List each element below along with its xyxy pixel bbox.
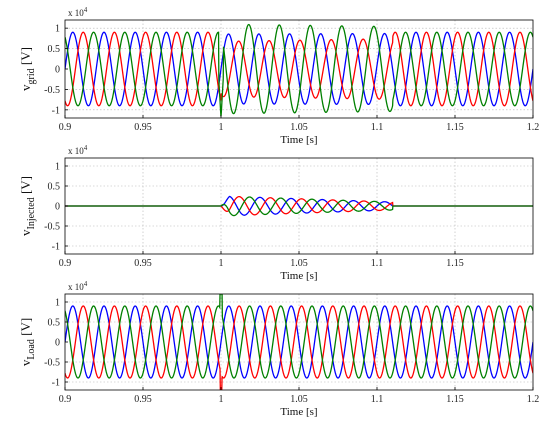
chart-injected: 0.9 0.95 1 1.05 1.1 1.15 1 0.5 0 -0.5 -1 x 104 Time … — [18, 144, 534, 282]
x-axis-label: Time [s] — [280, 406, 317, 418]
x-tick-label: 1.15 — [446, 258, 464, 269]
series-phase-1 — [65, 31, 533, 107]
x-tick-label: 0.95 — [134, 122, 152, 133]
y-tick-label: 0 — [55, 65, 60, 76]
traces — [65, 294, 533, 390]
y-tick-label: -1 — [52, 242, 60, 253]
x-tick-label: 1 — [219, 258, 224, 269]
x-tick-label: 1.05 — [290, 394, 308, 405]
x-tick-label: 1 — [219, 394, 224, 405]
y-axis-label: vInjected [V] — [18, 176, 37, 236]
y-tick-label: 0.5 — [48, 182, 61, 193]
y-multiplier: x 104 — [68, 144, 88, 156]
y-tick-label: -1 — [52, 378, 60, 389]
x-tick-label: 0.9 — [59, 122, 72, 133]
x-tick-label: 1.2 — [527, 122, 540, 133]
x-tick-label: 0.9 — [59, 394, 72, 405]
y-tick-label: 1 — [55, 298, 60, 309]
y-tick-label: 0.5 — [48, 44, 61, 55]
y-tick-label: 0.5 — [48, 318, 61, 329]
y-tick-label: 0 — [55, 338, 60, 349]
y-multiplier: x 104 — [68, 280, 88, 292]
y-tick-label: 1 — [55, 162, 60, 173]
y-tick-label: -0.5 — [44, 85, 60, 96]
y-axis-label: vgrid [V] — [18, 47, 37, 91]
series-phase-2 — [65, 31, 533, 107]
series-phase-3 — [65, 23, 533, 117]
x-tick-label: 1.05 — [290, 258, 308, 269]
x-tick-label: 1.15 — [446, 122, 464, 133]
y-tick-label: -0.5 — [44, 358, 60, 369]
x-tick-label: 0.9 — [59, 258, 72, 269]
x-tick-label: 1.2 — [527, 394, 540, 405]
series-phase-3 — [65, 196, 533, 217]
x-tick-label: 1.05 — [290, 122, 308, 133]
series-phase-3 — [65, 294, 533, 379]
series-phase-1 — [65, 305, 533, 379]
chart-load: 0.9 0.95 1 1.05 1.1 1.15 1.2 1 0.5 0 -0.5 -1 x 104 Ti… — [18, 280, 539, 418]
traces — [65, 195, 533, 217]
chart-grid: 0.9 0.95 1 1.05 1.1 1.15 1.2 1 0.5 0 -0.5 -1 x 104 Ti… — [18, 6, 539, 146]
x-tick-label: 0.95 — [134, 258, 152, 269]
y-tick-label: 0 — [55, 202, 60, 213]
series-phase-2 — [65, 305, 533, 390]
y-tick-label: 1 — [55, 24, 60, 35]
y-tick-label: -0.5 — [44, 222, 60, 233]
x-tick-label: 1.15 — [446, 394, 464, 405]
x-tick-label: 0.95 — [134, 394, 152, 405]
x-tick-label: 1 — [219, 122, 224, 133]
x-tick-label: 1.1 — [371, 258, 384, 269]
x-axis-label: Time [s] — [280, 270, 317, 282]
x-tick-label: 1.1 — [371, 122, 384, 133]
traces — [65, 23, 533, 117]
x-tick-label: 1.1 — [371, 394, 384, 405]
y-multiplier: x 104 — [68, 6, 88, 18]
x-axis-label: Time [s] — [280, 134, 317, 146]
y-axis-label: vLoad [V] — [18, 318, 37, 366]
y-tick-label: -1 — [52, 105, 60, 116]
